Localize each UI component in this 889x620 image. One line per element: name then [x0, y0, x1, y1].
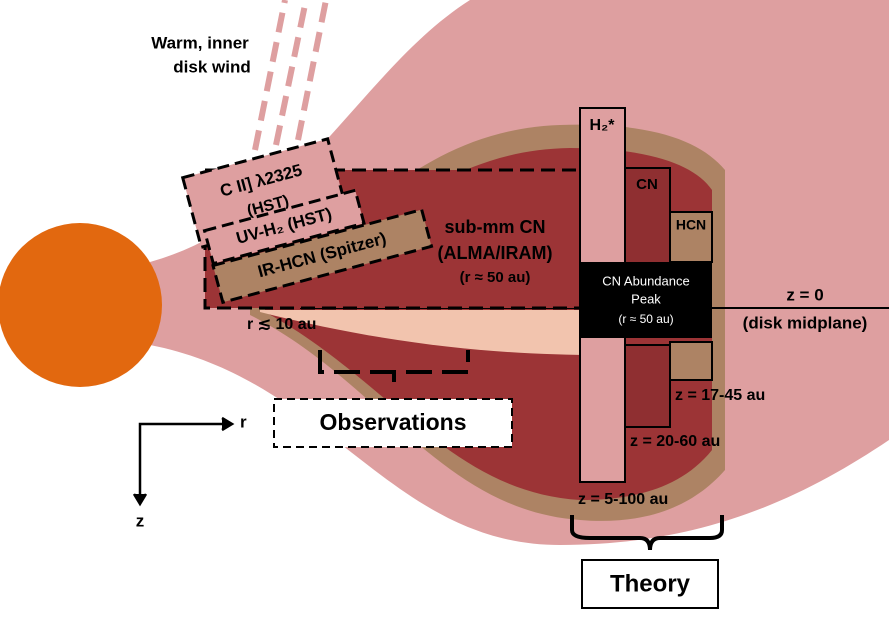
- cn-peak-label: (r ≈ 50 au): [618, 312, 673, 326]
- theory-label: Theory: [610, 570, 691, 597]
- theory-box: [581, 559, 719, 609]
- disk-midplane-region: [260, 310, 600, 355]
- inner-radius-label: r ≲ 10 au: [247, 316, 316, 333]
- submm-label: sub-mm CN: [444, 217, 545, 237]
- axis-r-label: r: [240, 412, 247, 431]
- height-label: z = 5-100 au: [578, 491, 668, 508]
- hcn-label: HCN: [676, 217, 706, 233]
- hcn-box: [669, 211, 713, 263]
- theory-brace: [570, 515, 724, 551]
- wind-lines: [252, 0, 329, 151]
- observations-box: [273, 398, 513, 448]
- submm-label: (r ≈ 50 au): [460, 269, 531, 286]
- height-label: z = 20-60 au: [630, 433, 720, 450]
- wind-label: disk wind: [173, 57, 250, 76]
- hcn-lower-box: [669, 341, 713, 381]
- observations-bracket: [318, 350, 470, 382]
- midplane-label: (disk midplane): [743, 313, 868, 332]
- cn-lower-box: [624, 344, 671, 428]
- wind-label: Warm, inner: [151, 33, 249, 52]
- cn-peak-label: Peak: [631, 291, 661, 306]
- h2-label: H₂*: [590, 117, 616, 134]
- axis-z-label: z: [136, 511, 145, 530]
- cn-peak-label: CN Abundance: [602, 273, 689, 288]
- observations-label: Observations: [320, 409, 467, 435]
- axes: [132, 416, 235, 507]
- midplane-label: z = 0: [786, 285, 823, 304]
- height-label: z = 17-45 au: [675, 387, 765, 404]
- star: [0, 223, 162, 387]
- cn-label: CN: [636, 176, 658, 193]
- cn-peak-box: [580, 262, 712, 338]
- c-ii-box: C II] λ2325 (HST): [180, 137, 349, 250]
- submm-label: (ALMA/IRAM): [438, 243, 553, 263]
